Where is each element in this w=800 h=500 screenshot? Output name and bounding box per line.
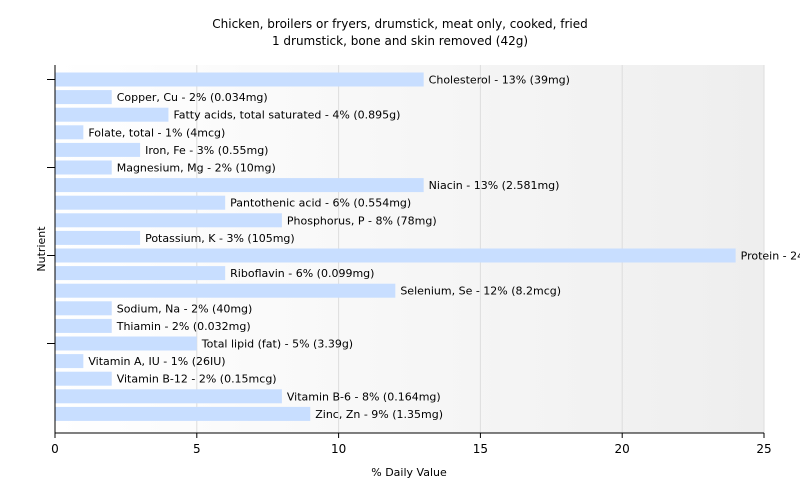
- bar-label: Vitamin B-12 - 2% (0.15mcg): [117, 373, 277, 386]
- bar: [55, 142, 141, 157]
- x-tick-label: 5: [193, 442, 201, 456]
- bar: [55, 248, 736, 263]
- x-axis-label: % Daily Value: [371, 466, 447, 479]
- bar-label: Thiamin - 2% (0.032mg): [116, 320, 251, 333]
- bar-label: Niacin - 13% (2.581mg): [429, 179, 560, 192]
- bar: [55, 283, 396, 298]
- bar-label: Magnesium, Mg - 2% (10mg): [117, 162, 276, 175]
- bar-label: Copper, Cu - 2% (0.034mg): [117, 91, 268, 104]
- bar-label: Vitamin B-6 - 8% (0.164mg): [287, 390, 441, 403]
- bar: [55, 195, 226, 210]
- x-tick-label: 20: [615, 442, 630, 456]
- bar: [55, 336, 197, 351]
- bar-label: Iron, Fe - 3% (0.55mg): [145, 144, 268, 157]
- y-axis-label: Nutrient: [35, 226, 48, 272]
- bar: [55, 213, 282, 228]
- bar-labels: Cholesterol - 13% (39mg) Copper, Cu - 2% …: [88, 74, 800, 421]
- bar-label: Potassium, K - 3% (105mg): [145, 232, 295, 245]
- bar-label: Vitamin A, IU - 1% (26IU): [88, 355, 225, 368]
- bar: [55, 107, 169, 122]
- bar: [55, 90, 112, 105]
- bar-label: Fatty acids, total saturated - 4% (0.895…: [173, 109, 400, 122]
- chart-title: Chicken, broilers or fryers, drumstick, …: [212, 17, 587, 31]
- x-tick-label: 0: [51, 442, 59, 456]
- bar: [55, 354, 84, 369]
- bars: [55, 72, 736, 421]
- bar: [55, 160, 112, 175]
- bar-label: Folate, total - 1% (4mcg): [88, 126, 225, 139]
- bar-label: Cholesterol - 13% (39mg): [429, 74, 570, 87]
- bar: [55, 318, 112, 333]
- bar-label: Zinc, Zn - 9% (1.35mg): [315, 408, 443, 421]
- bar: [55, 230, 141, 245]
- bar: [55, 406, 311, 421]
- bar-label: Protein - 24% (12.02g): [741, 250, 800, 263]
- bar: [55, 266, 226, 281]
- bar-label: Riboflavin - 6% (0.099mg): [230, 267, 374, 280]
- chart-subtitle: 1 drumstick, bone and skin removed (42g): [272, 34, 528, 48]
- bar: [55, 389, 282, 404]
- bar-label: Sodium, Na - 2% (40mg): [117, 302, 253, 315]
- x-tick-label: 10: [331, 442, 346, 456]
- bar-label: Phosphorus, P - 8% (78mg): [287, 214, 437, 227]
- bar-label: Pantothenic acid - 6% (0.554mg): [230, 197, 411, 210]
- x-tick-label: 15: [473, 442, 488, 456]
- bar: [55, 301, 112, 316]
- x-tick-label: 25: [756, 442, 771, 456]
- bar: [55, 72, 424, 87]
- bar-label: Total lipid (fat) - 5% (3.39g): [201, 338, 353, 351]
- bar: [55, 371, 112, 386]
- bar-label: Selenium, Se - 12% (8.2mcg): [400, 285, 561, 298]
- bar: [55, 178, 424, 193]
- bar: [55, 125, 84, 140]
- axes: 0 5 10 15 20 25: [47, 65, 772, 456]
